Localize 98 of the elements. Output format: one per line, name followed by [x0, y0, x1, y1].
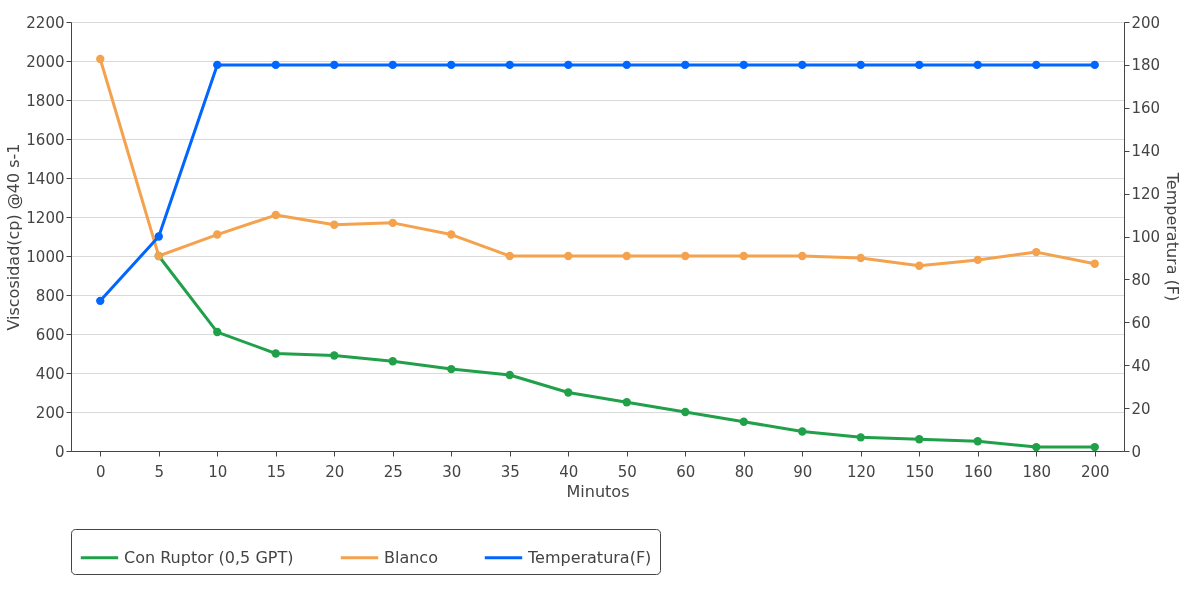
y-tick-label: 600 [35, 325, 65, 344]
point [915, 261, 924, 270]
x-tick-label: 200 [1080, 462, 1110, 481]
point [798, 427, 807, 436]
point [1032, 442, 1041, 452]
legend-label: Blanco [384, 547, 438, 567]
y-tick-label: 1400 [26, 169, 65, 188]
point [564, 60, 573, 70]
point [622, 60, 631, 70]
point [856, 60, 865, 70]
x-tick-label: 5 [154, 462, 165, 481]
y-tick-label: 1600 [26, 130, 65, 149]
point [564, 251, 573, 261]
point [798, 60, 807, 70]
point [681, 251, 690, 261]
point [915, 60, 924, 70]
y2-tick-label: 140 [1131, 142, 1161, 161]
x-tick-label: 180 [1022, 462, 1052, 481]
point [447, 60, 456, 70]
x-tick-label: 0 [95, 462, 106, 481]
y-tick-label: 1000 [26, 247, 65, 266]
point [271, 210, 280, 220]
point [271, 60, 280, 70]
x-tick-label: 20 [325, 462, 345, 481]
point [973, 437, 982, 446]
legend-label: Con Ruptor (0,5 GPT) [124, 547, 294, 567]
point [622, 251, 631, 261]
point [96, 54, 105, 64]
y2-tick-label: 40 [1131, 356, 1151, 375]
point [1032, 60, 1041, 70]
y-tick-label: 800 [35, 286, 65, 305]
point [564, 388, 573, 397]
point [1032, 247, 1041, 257]
y-axis-title: Viscosidad(cp) @40 s-1 [4, 143, 24, 331]
point [739, 251, 748, 261]
point [388, 60, 397, 70]
x-tick-label: 50 [617, 462, 637, 481]
x-axis-title: Minutos [566, 481, 630, 501]
x-tick-label: 15 [266, 462, 286, 481]
y2-tick-label: 100 [1131, 228, 1161, 246]
y-tick-label: 0 [54, 442, 65, 461]
point [96, 296, 105, 306]
y-tick-label: 400 [35, 364, 65, 383]
x-tick-label: 160 [963, 462, 993, 481]
y2-tick-label: 80 [1131, 270, 1151, 289]
point [681, 60, 690, 70]
y2-tick-label: 120 [1131, 185, 1161, 204]
y2-tick-label: 160 [1131, 99, 1161, 118]
point [681, 407, 690, 417]
y-tick-label: 1200 [26, 208, 65, 227]
point [915, 435, 924, 444]
y2-tick-label: 20 [1131, 399, 1151, 418]
point [622, 398, 631, 407]
x-tick-label: 60 [676, 462, 696, 481]
y2-axis-title: Temperatura (F) [1163, 171, 1183, 302]
point [505, 370, 514, 380]
point [213, 327, 222, 337]
point [213, 60, 222, 70]
y-tick-label: 2000 [26, 52, 65, 71]
y2-tick-label: 180 [1131, 56, 1161, 75]
point [447, 364, 456, 374]
x-tick-label: 80 [734, 462, 754, 481]
point [856, 433, 865, 442]
point [330, 220, 339, 229]
point [1090, 60, 1099, 70]
point [856, 253, 865, 263]
point [739, 60, 748, 70]
y2-tick-label: 200 [1131, 13, 1161, 32]
x-tick-label: 10 [208, 462, 228, 481]
point [505, 251, 514, 261]
x-tick-label: 120 [846, 462, 876, 481]
legend-label: Temperatura(F) [527, 547, 652, 567]
point [798, 251, 807, 261]
point [973, 60, 982, 70]
y-tick-label: 200 [35, 403, 65, 422]
y2-tick-label: 0 [1131, 442, 1142, 461]
point [739, 417, 748, 426]
point [447, 230, 456, 239]
point [388, 218, 397, 228]
y-tick-label: 2200 [26, 13, 65, 32]
y2-tick-label: 60 [1131, 313, 1151, 332]
x-tick-label: 35 [500, 462, 520, 481]
x-tick-label: 40 [559, 462, 579, 481]
point [330, 60, 339, 70]
point [213, 230, 222, 239]
point [154, 232, 163, 241]
x-tick-label: 30 [442, 462, 462, 481]
point [505, 60, 514, 70]
y-tick-label: 1800 [26, 91, 65, 110]
point [271, 349, 280, 358]
x-tick-label: 25 [383, 462, 403, 481]
x-tick-label: 90 [793, 462, 813, 481]
x-tick-label: 150 [905, 462, 935, 481]
point [1090, 442, 1099, 452]
point [388, 357, 397, 366]
point [973, 255, 982, 265]
point [330, 351, 339, 360]
point [1090, 259, 1099, 268]
